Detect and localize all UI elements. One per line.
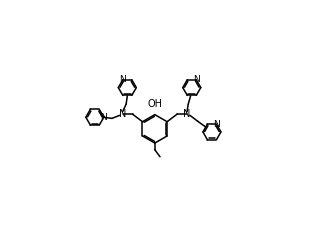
Text: OH: OH <box>147 99 162 110</box>
Text: N: N <box>183 109 191 119</box>
Text: N: N <box>119 109 126 119</box>
Text: N: N <box>100 113 107 122</box>
Text: N: N <box>193 75 200 84</box>
Text: N: N <box>120 75 126 84</box>
Text: N: N <box>213 120 220 129</box>
